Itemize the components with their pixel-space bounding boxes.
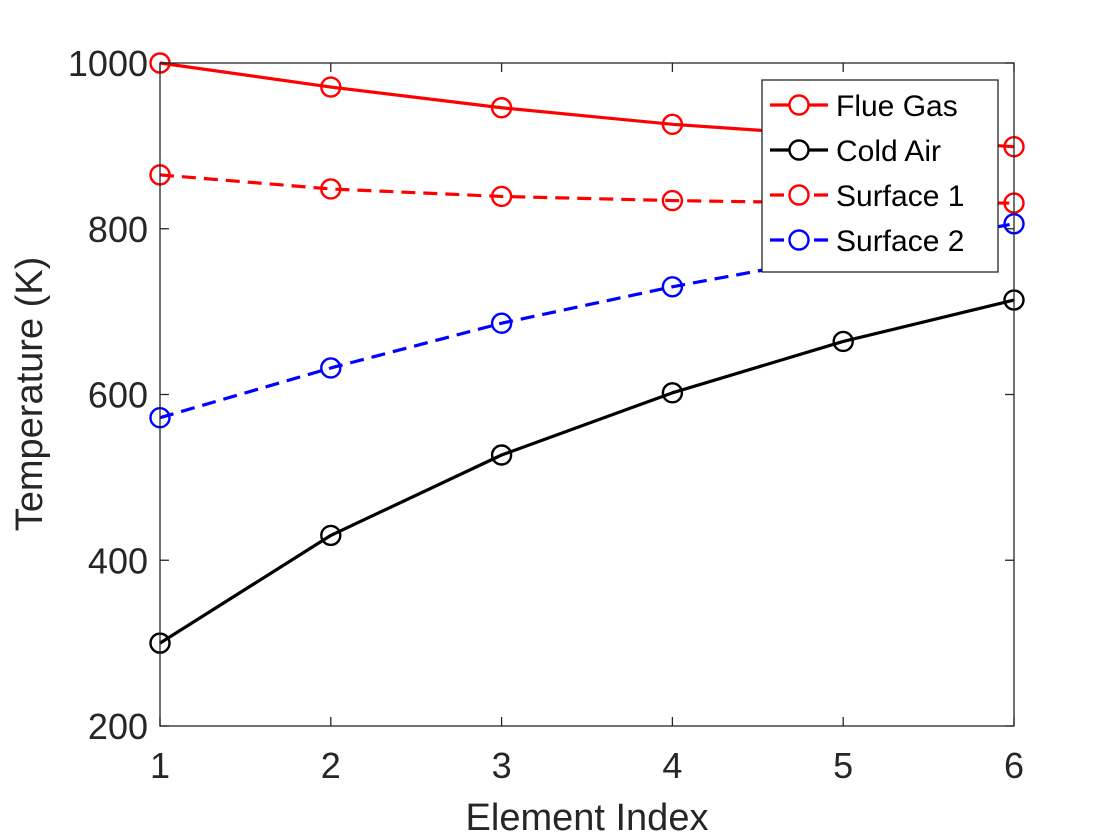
legend-label-surface-2: Surface 2 bbox=[836, 225, 964, 258]
legend-marker-surface-2 bbox=[788, 229, 810, 251]
x-tick-label: 6 bbox=[1004, 745, 1024, 786]
x-tick-label: 2 bbox=[321, 745, 341, 786]
data-point-cold-air bbox=[661, 382, 684, 404]
legend-label-flue-gas: Flue Gas bbox=[836, 90, 958, 123]
legend-marker-surface-1 bbox=[788, 184, 810, 206]
ticks-layer: 1 2 3 4 5 6 200 400 600 800 1000 bbox=[68, 43, 1024, 786]
y-tick-label: 200 bbox=[88, 706, 148, 747]
data-point-surface-2 bbox=[661, 276, 684, 298]
data-point-flue-gas bbox=[661, 113, 684, 136]
data-point-surface-1 bbox=[490, 185, 513, 208]
series-line-cold-air bbox=[159, 298, 1015, 645]
y-tick-label: 1000 bbox=[68, 43, 148, 84]
data-point-cold-air bbox=[490, 444, 513, 466]
legend: Flue Gas Cold Air Surface 1 Surface 2 bbox=[761, 79, 999, 273]
data-point-cold-air bbox=[320, 524, 342, 547]
data-point-cold-air bbox=[832, 330, 854, 353]
x-tick-label: 5 bbox=[833, 745, 853, 786]
x-tick-label: 4 bbox=[662, 745, 682, 786]
x-tick-label: 3 bbox=[492, 745, 512, 786]
y-tick-label: 600 bbox=[88, 375, 148, 416]
y-tick-label: 400 bbox=[88, 540, 148, 581]
x-tick-label: 1 bbox=[150, 745, 170, 786]
legend-marker-flue-gas bbox=[788, 94, 810, 116]
data-point-flue-gas bbox=[320, 76, 342, 98]
y-tick-label: 800 bbox=[88, 209, 148, 250]
legend-label-surface-1: Surface 1 bbox=[836, 180, 964, 213]
data-point-surface-2 bbox=[320, 357, 342, 379]
data-point-flue-gas bbox=[490, 97, 513, 119]
data-point-surface-1 bbox=[661, 189, 684, 212]
x-axis-label: Element Index bbox=[466, 797, 709, 839]
legend-marker-cold-air bbox=[788, 139, 810, 161]
y-axis-label: Temperature (K) bbox=[9, 257, 51, 532]
data-point-surface-1 bbox=[320, 178, 342, 200]
legend-label-cold-air: Cold Air bbox=[836, 135, 941, 168]
data-point-surface-2 bbox=[490, 312, 513, 334]
